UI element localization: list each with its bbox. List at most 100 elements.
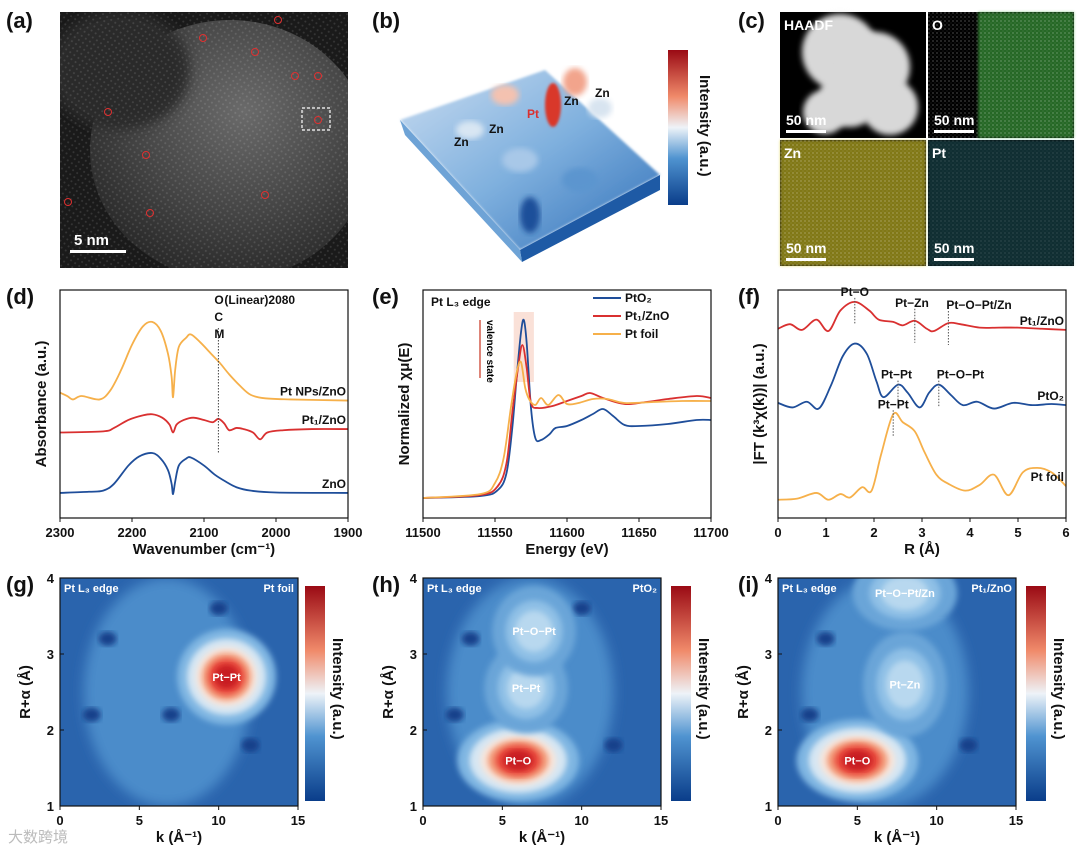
y-tick-label: 2: [47, 723, 54, 738]
panel-label-b: (b): [372, 8, 400, 33]
peak-annotation: Pt−O: [841, 285, 869, 299]
peak-label: Pt−Pt: [512, 683, 541, 695]
y-tick-label: 3: [47, 647, 54, 662]
eds-scale-label: 50 nm: [786, 112, 826, 128]
x-tick-label: 2: [870, 525, 877, 540]
x-tick-label: 11550: [477, 525, 512, 540]
series-line: [59, 413, 349, 441]
structure-atom: M: [214, 327, 224, 341]
y-tick-label: 1: [410, 799, 417, 814]
colorbar: [1026, 586, 1046, 801]
colorbar-label: Intensity (a.u.): [1050, 638, 1067, 740]
chart-e: Pt L₃ edge valence state PtO₂ Pt₁/ZnO Pt foi…: [396, 289, 729, 558]
x-tick-label: 15: [654, 813, 668, 828]
y-axis-label: Normalized χμ(E): [396, 343, 413, 466]
x-tick-label: 3: [918, 525, 925, 540]
surface-plot-3d: Zn Zn Pt Zn Zn Intensity (a.u.): [400, 50, 713, 262]
heatmap-i: Pt−O Pt−Zn Pt−O−Pt/Zn: [778, 578, 1016, 806]
x-tick-label: 5: [136, 813, 143, 828]
series-line: [777, 342, 1067, 410]
x-tick-label: 5: [499, 813, 506, 828]
colorbar-label: Intensity (a.u.): [329, 638, 346, 740]
series-label: Pt₁/ZnO: [302, 413, 346, 427]
x-tick-label: 2300: [46, 525, 75, 540]
surface-label-pt: Pt: [527, 107, 539, 121]
chart-h: Pt−O Pt−Pt Pt−O−Pt Pt L₃ edge PtO₂ Intensity …: [380, 571, 712, 846]
plot-frame: [59, 289, 349, 519]
series-label: PtO₂: [1037, 389, 1064, 403]
colorbar: [305, 586, 325, 801]
y-axis-label: |FT (k³χ(k))| (a.u.): [751, 343, 768, 464]
series-line: [59, 452, 349, 495]
y-axis-label: R+α (Å): [17, 665, 34, 719]
chart-d: OCM (Linear)2080 Pt NPs/ZnO Pt₁/ZnO ZnO Absor…: [33, 289, 362, 558]
x-tick-label: 1: [822, 525, 829, 540]
peak-label: Pt−O−Pt/Zn: [875, 588, 935, 600]
eds-map-3: Pt 50 nm: [928, 140, 1074, 266]
x-axis-label: Wavenumber (cm⁻¹): [133, 541, 275, 558]
x-tick-label: 5: [854, 813, 861, 828]
series-line: [59, 320, 349, 402]
y-axis-label: Absorbance (a.u.): [33, 341, 50, 468]
series-label: ZnO: [322, 477, 346, 491]
x-tick-label: 10: [574, 813, 588, 828]
single-atom-markers: [64, 16, 322, 217]
heatmap-h: Pt−O Pt−Pt Pt−O−Pt: [423, 578, 661, 806]
surface-label-zn-1: Zn: [454, 135, 469, 149]
peak-annotation: Pt−O−Pt/Zn: [946, 298, 1011, 312]
sample-label: Pt₁/ZnO: [971, 583, 1012, 595]
eds-map-0: HAADF 50 nm: [780, 12, 926, 138]
heatmap-peak: [214, 664, 239, 689]
plot-frame: [777, 577, 1017, 807]
legend-label: Pt foil: [625, 327, 658, 341]
y-axis-label: R+α (Å): [380, 665, 397, 719]
peak-annotation: Pt−O−Pt: [937, 368, 984, 382]
legend-label: PtO₂: [625, 291, 652, 305]
peak-label: Pt−Pt: [212, 672, 241, 684]
series-line: [777, 300, 1067, 333]
y-tick-label: 1: [47, 799, 54, 814]
structure-atom: C: [214, 310, 223, 324]
edge-label: Pt L₃ edge: [427, 583, 482, 595]
x-axis-label: k (Å⁻¹): [874, 829, 920, 846]
heatmap-peak: [507, 667, 546, 709]
atom-marker: [199, 34, 207, 42]
colorbar: [671, 586, 691, 801]
eds-map-label: HAADF: [784, 17, 833, 33]
x-tick-label: 11600: [549, 525, 584, 540]
x-tick-label: 2200: [118, 525, 147, 540]
x-tick-label: 11700: [693, 525, 728, 540]
x-axis-label: R (Å): [904, 541, 940, 558]
x-axis-label: k (Å⁻¹): [519, 829, 565, 846]
series-line: [422, 318, 712, 499]
y-tick-label: 4: [765, 571, 773, 586]
heatmap-peak: [881, 578, 929, 611]
y-axis-label: R+α (Å): [735, 665, 752, 719]
legend-label: Pt₁/ZnO: [625, 309, 669, 323]
x-axis-label: k (Å⁻¹): [156, 829, 202, 846]
y-tick-label: 1: [765, 799, 772, 814]
eds-map-1: O 50 nm: [928, 12, 1074, 138]
scale-bar-label: 5 nm: [74, 232, 109, 249]
x-tick-label: 15: [1009, 813, 1023, 828]
heatmap-peak: [842, 750, 873, 771]
edge-label: Pt L₃ edge: [64, 583, 119, 595]
panel-label-f: (f): [738, 284, 760, 309]
atom-marker: [142, 151, 150, 159]
x-axis-label: Energy (eV): [525, 541, 608, 558]
x-tick-label: 15: [291, 813, 305, 828]
y-tick-label: 3: [765, 647, 772, 662]
atom-marker: [146, 209, 154, 217]
series-label: Pt NPs/ZnO: [280, 385, 346, 399]
y-tick-label: 2: [765, 723, 772, 738]
plot-frame: [59, 577, 299, 807]
heatmap-peak: [885, 660, 924, 709]
x-tick-label: 0: [774, 813, 781, 828]
panel-label-i: (i): [738, 572, 759, 597]
plot-frame: [422, 577, 662, 807]
panel-label-e: (e): [372, 284, 399, 309]
x-tick-label: 2100: [190, 525, 219, 540]
y-tick-label: 4: [47, 571, 55, 586]
